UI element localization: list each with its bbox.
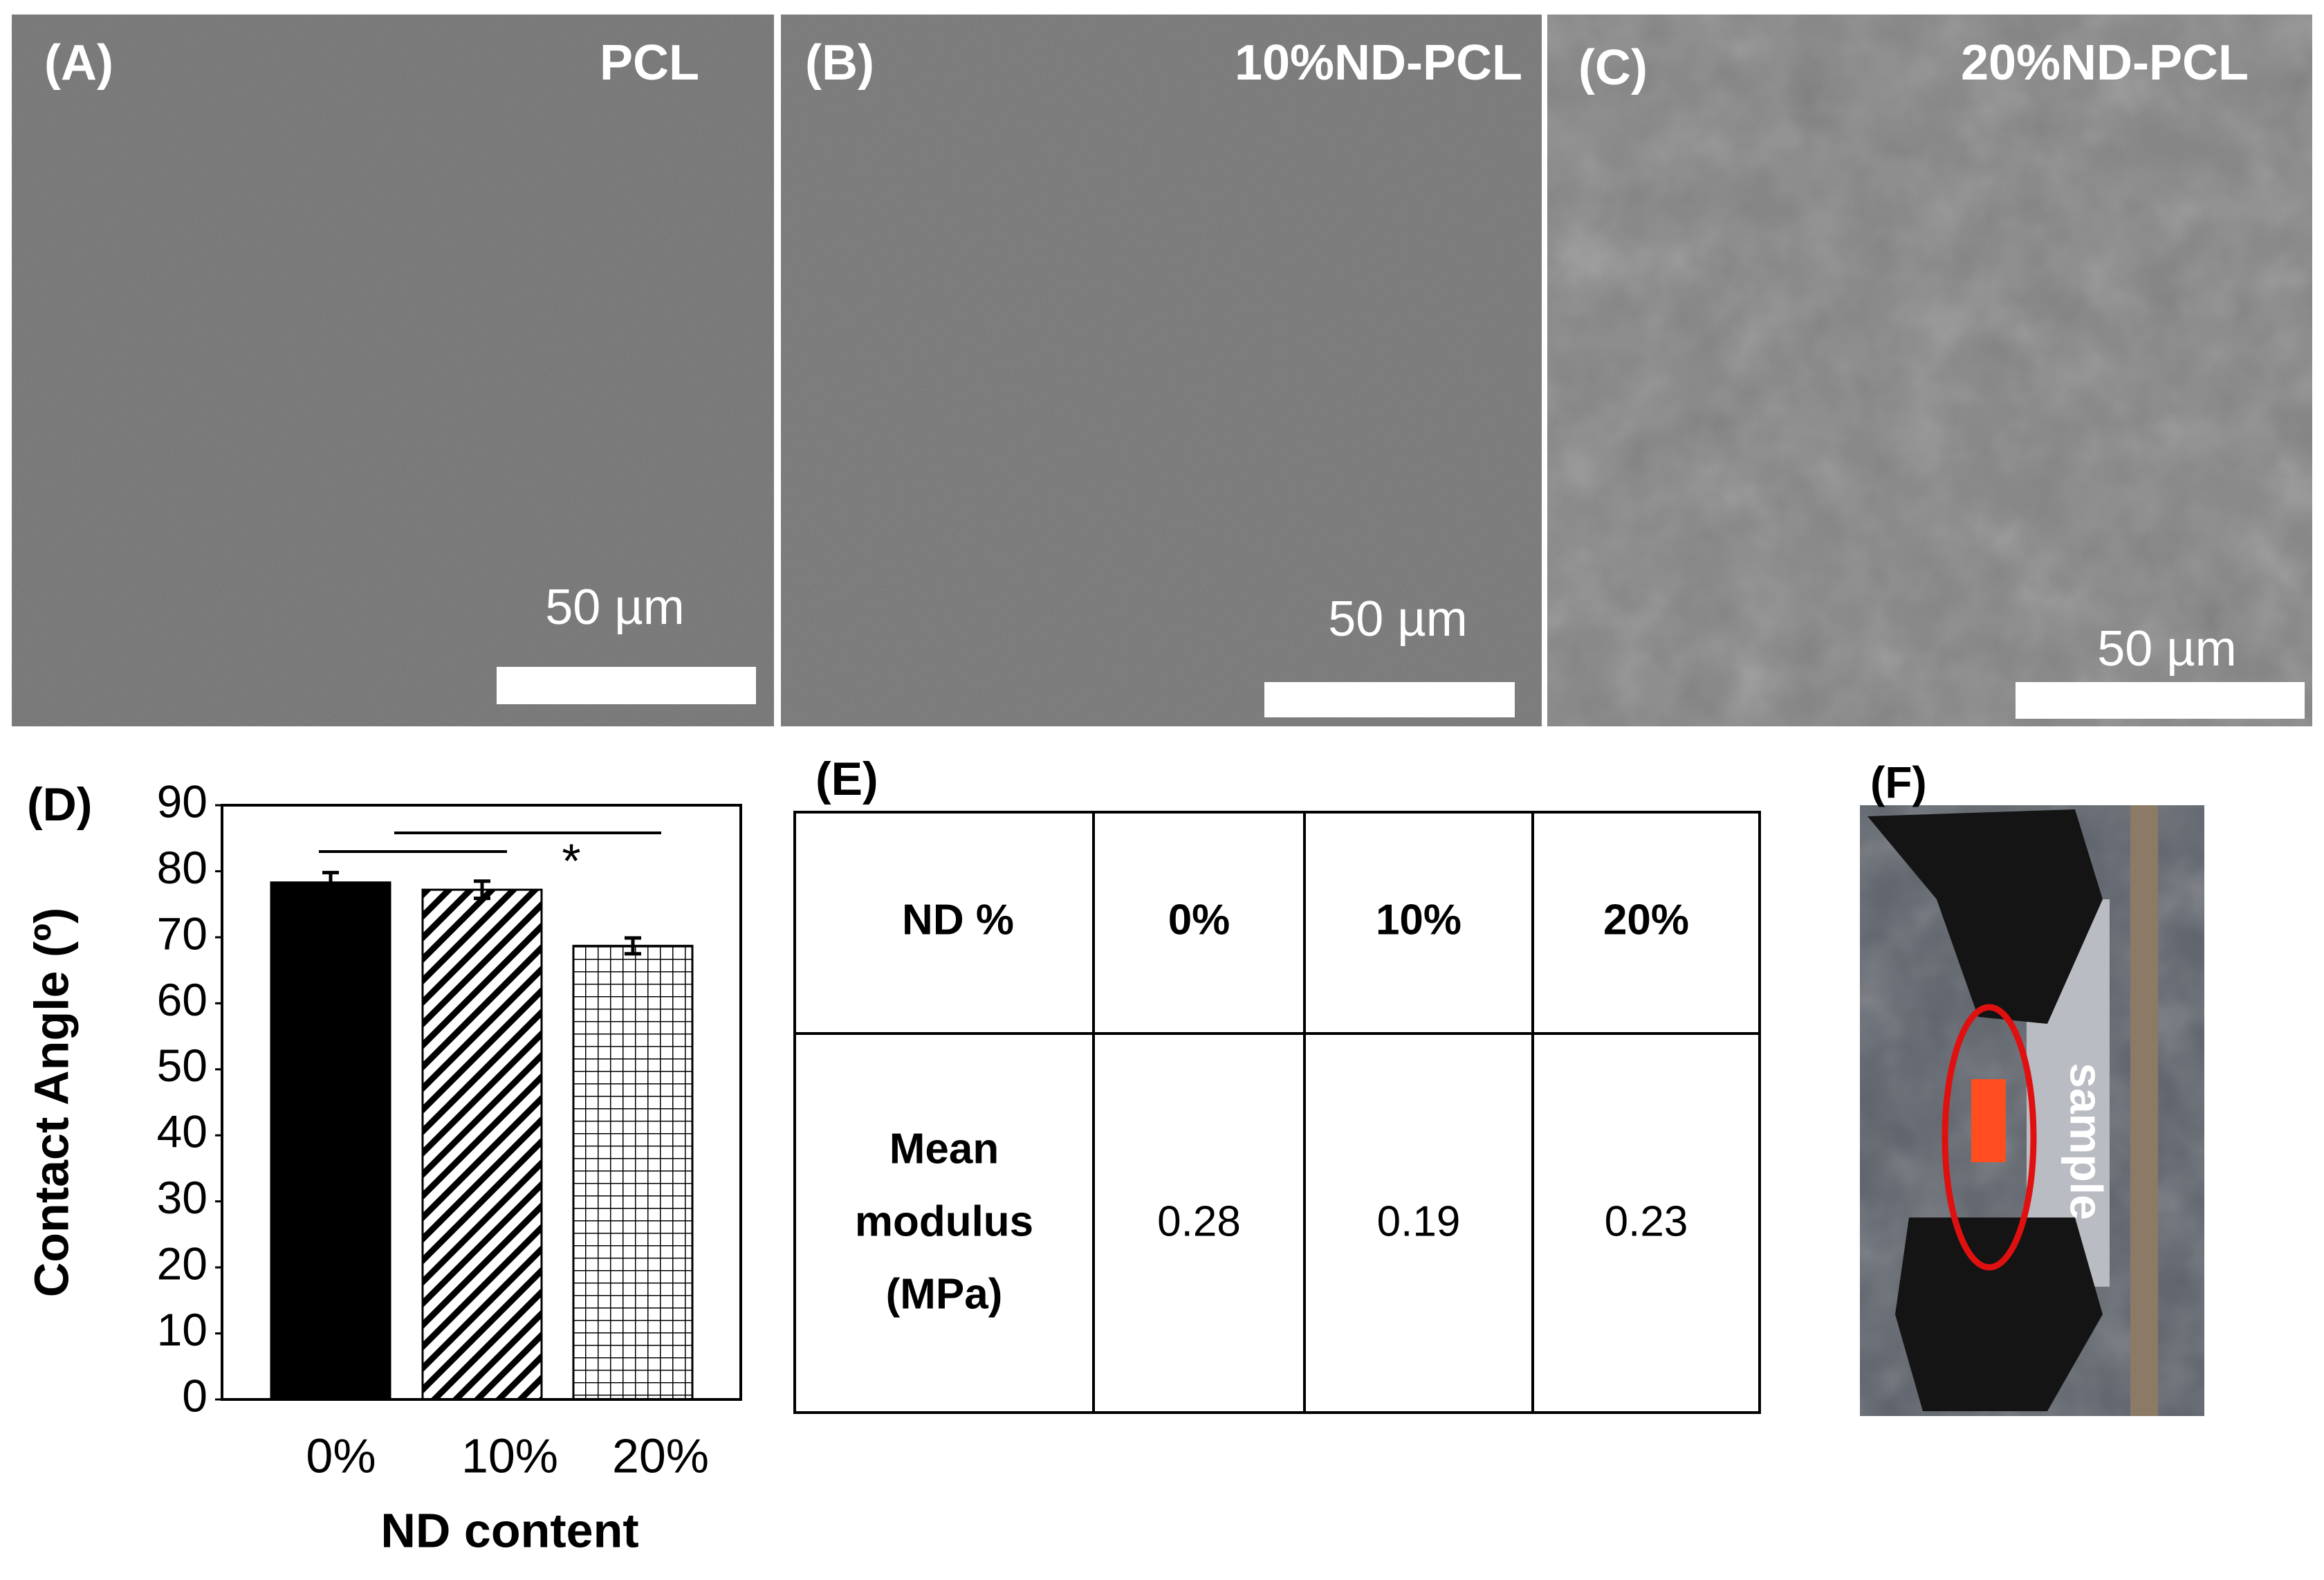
bar (421, 888, 543, 1401)
panel-title: 20%ND-PCL (1961, 35, 2249, 91)
error-bar (322, 870, 339, 894)
panel-label: (E) (815, 753, 878, 805)
y-tick-label: 90 (157, 775, 208, 827)
sem-panels: (A) PCL 50 µm (B) 10%ND-PCL 50 µm (C) 20%ND-PCL… (12, 15, 2312, 726)
upper-grip (1868, 809, 2103, 1024)
table-cell: (MPa) (886, 1270, 1003, 1318)
sem-texture (781, 15, 1542, 726)
scale-label: 50 µm (1328, 591, 1468, 647)
error-bar (474, 879, 490, 901)
panel-label: (A) (44, 35, 113, 91)
table-cell: Mean (889, 1125, 999, 1173)
y-tick-label: 0 (182, 1370, 208, 1421)
modulus-table: (E) ND % 0% 10% 20% Mean modulus (MPa) 0.28 0.19 0… (793, 753, 1761, 1414)
y-tick-label: 80 (157, 842, 208, 893)
plot-frame (221, 804, 742, 1401)
x-axis-label: ND content (380, 1503, 638, 1557)
panel-label: (B) (805, 35, 874, 91)
sem-texture (12, 15, 774, 726)
table-cell: modulus (855, 1197, 1033, 1245)
x-tick-label: 20% (612, 1429, 709, 1482)
x-tick-label: 0% (306, 1429, 376, 1482)
table-cell: 0.28 (1157, 1197, 1241, 1245)
x-tick-label: 10% (461, 1429, 558, 1482)
panel-title: 10%ND-PCL (1235, 35, 1522, 91)
y-tick-label: 10 (157, 1304, 208, 1355)
bar (270, 881, 391, 1401)
scale-bar (497, 667, 756, 704)
scale-bar (1264, 682, 1515, 717)
bar (572, 944, 694, 1401)
lower-grip (1895, 1218, 2103, 1411)
y-axis-label: Contact Angle (º) (24, 908, 78, 1298)
table-cell: 10% (1376, 896, 1461, 944)
table-cell: ND % (902, 896, 1014, 944)
panel-label: (C) (1578, 40, 1648, 95)
table-cell: 0.23 (1605, 1197, 1688, 1245)
scale-bar (2016, 682, 2305, 719)
table-cell: 0% (1168, 896, 1230, 944)
screw-rod (2130, 805, 2158, 1416)
panel-label: (D) (27, 778, 92, 831)
photo-annotation: sample (2061, 1063, 2112, 1220)
sem-texture (1547, 15, 2312, 726)
y-tick-label: 50 (157, 1040, 208, 1091)
orange-part (1971, 1079, 2006, 1162)
tensile-photo: (F) sample (1860, 757, 2204, 1416)
sample-highlight (1942, 1004, 2037, 1271)
table-cell: 20% (1603, 896, 1689, 944)
y-tick-label: 30 (157, 1172, 208, 1223)
contact-angle-chart: (D) 0 10 20 30 40 50 60 70 80 90 Contact Angle (º) N… (24, 775, 742, 1557)
y-tick-label: 40 (157, 1106, 208, 1157)
significance-star: * (562, 834, 580, 888)
panel-title: PCL (600, 35, 699, 91)
y-tick-label: 20 (157, 1238, 208, 1289)
panel-label: (F) (1870, 757, 1927, 807)
scale-label: 50 µm (545, 580, 685, 635)
y-tick-label: 60 (157, 974, 208, 1025)
table-frame (793, 811, 1761, 1414)
scale-label: 50 µm (2097, 621, 2237, 677)
y-tick-label: 70 (157, 908, 208, 959)
table-cell: 0.19 (1377, 1197, 1461, 1245)
error-bar (625, 936, 641, 956)
